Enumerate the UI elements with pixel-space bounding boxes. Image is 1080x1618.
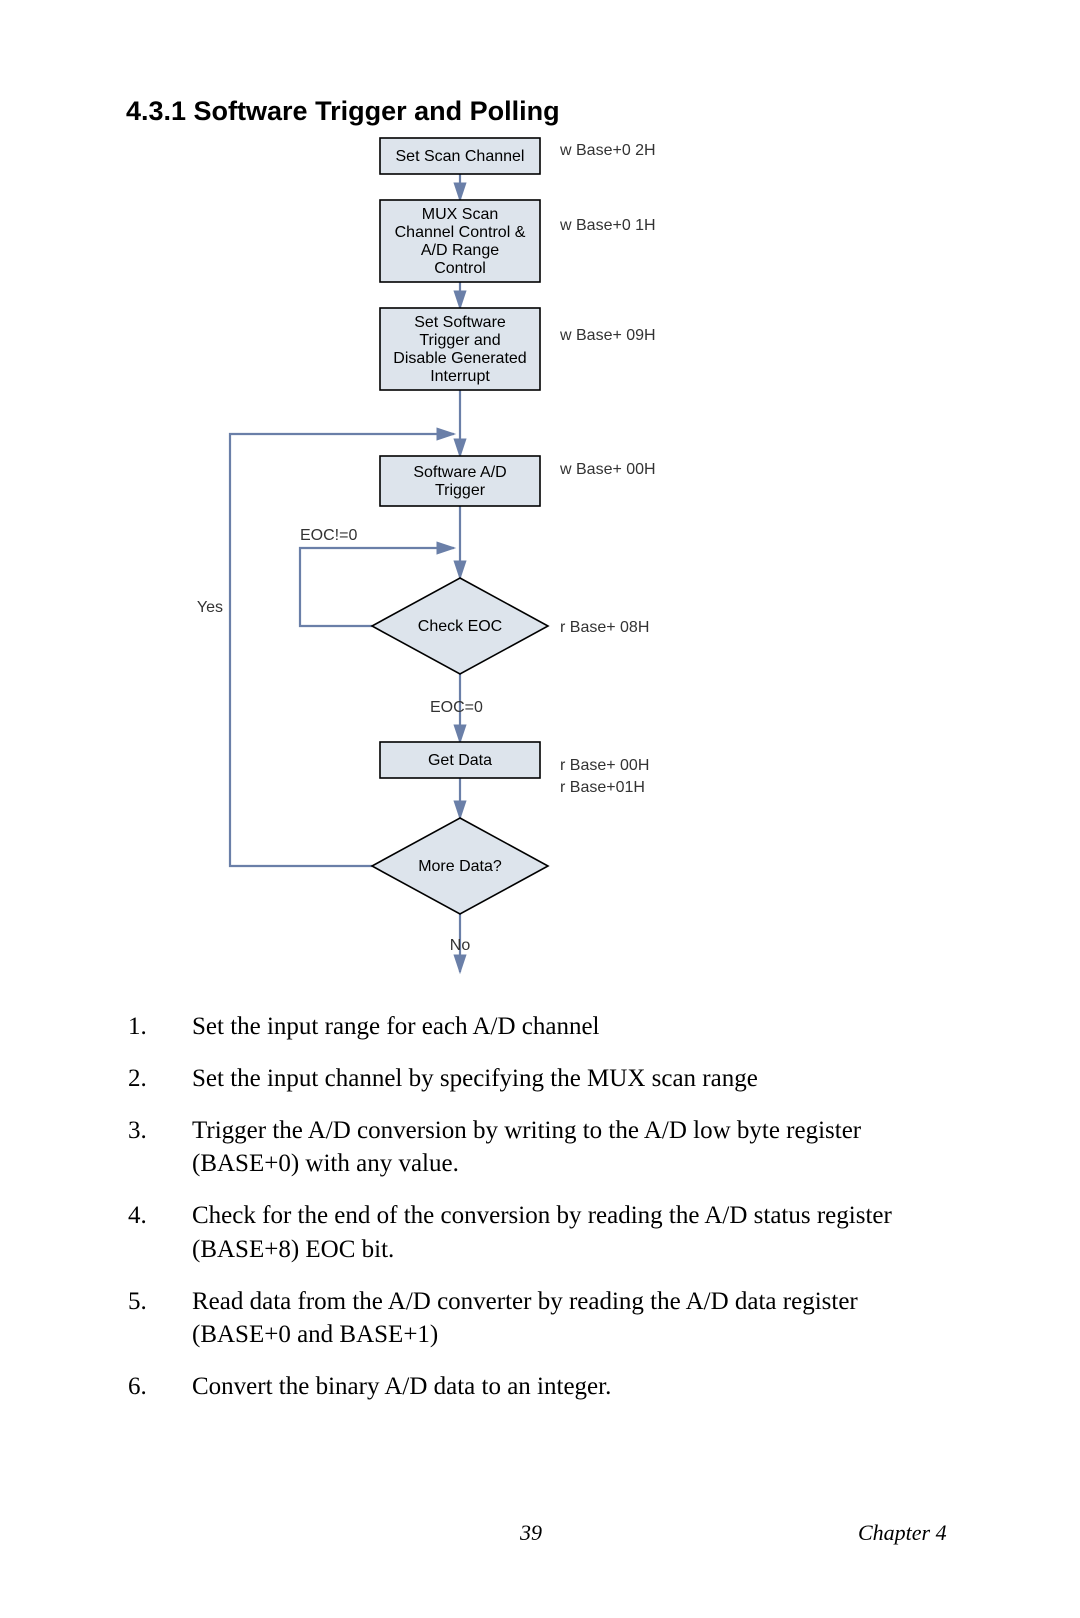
flow-node-label: Set Scan Channel (396, 148, 525, 165)
step-number: 6. (128, 1370, 192, 1404)
flow-node-label: Check EOC (418, 618, 502, 635)
step-item: 3.Trigger the A/D conversion by writing … (128, 1114, 948, 1182)
step-item: 1.Set the input range for each A/D chann… (128, 1010, 948, 1044)
flow-annotation: r Base+01H (560, 779, 645, 796)
step-number: 4. (128, 1199, 192, 1233)
flow-node-label: Trigger (435, 482, 486, 499)
step-number: 2. (128, 1062, 192, 1096)
flow-node-label: Software A/D (413, 464, 506, 481)
step-text: Convert the binary A/D data to an intege… (192, 1370, 948, 1404)
flow-annotation: EOC=0 (430, 699, 483, 716)
step-number: 1. (128, 1010, 192, 1044)
flow-node-label: Disable Generated (393, 350, 526, 367)
flow-node-label: Interrupt (430, 368, 490, 385)
flow-node-label: Channel Control & (395, 224, 526, 241)
flow-node-label: A/D Range (421, 242, 499, 259)
step-text: Check for the end of the conversion by r… (192, 1199, 948, 1267)
flowchart-diagram: Set Scan Channel MUX ScanChannel Control … (0, 0, 1080, 1000)
steps-list: 1.Set the input range for each A/D chann… (128, 1010, 948, 1422)
flow-annotation: r Base+ 00H (560, 757, 649, 774)
step-text: Set the input range for each A/D channel (192, 1010, 948, 1044)
flow-annotation: r Base+ 08H (560, 619, 649, 636)
page-number: 39 (520, 1520, 542, 1546)
chapter-label: Chapter 4 (858, 1520, 947, 1546)
flow-node-label: Set Software (414, 314, 506, 331)
flow-node-label: More Data? (418, 858, 502, 875)
flow-node-label: Trigger and (419, 332, 500, 349)
step-number: 5. (128, 1285, 192, 1319)
step-text: Trigger the A/D conversion by writing to… (192, 1114, 948, 1182)
step-item: 4.Check for the end of the conversion by… (128, 1199, 948, 1267)
flow-node-label: MUX Scan (422, 206, 498, 223)
flow-annotation: w Base+0 1H (559, 217, 656, 234)
page: 4.3.1 Software Trigger and Polling Set S… (0, 0, 1080, 1618)
flow-annotation: Yes (197, 599, 223, 616)
flow-node-label: Get Data (428, 752, 492, 769)
step-text: Read data from the A/D converter by read… (192, 1285, 948, 1353)
flow-node-label: Control (434, 260, 486, 277)
flow-annotation: w Base+ 09H (559, 327, 656, 344)
step-item: 5.Read data from the A/D converter by re… (128, 1285, 948, 1353)
flow-annotation: w Base+ 00H (559, 461, 656, 478)
flow-annotation: w Base+0 2H (559, 142, 656, 159)
flow-annotation: No (450, 937, 471, 954)
step-text: Set the input channel by specifying the … (192, 1062, 948, 1096)
flow-annotation: EOC!=0 (300, 527, 357, 544)
step-number: 3. (128, 1114, 192, 1148)
step-item: 6.Convert the binary A/D data to an inte… (128, 1370, 948, 1404)
step-item: 2.Set the input channel by specifying th… (128, 1062, 948, 1096)
